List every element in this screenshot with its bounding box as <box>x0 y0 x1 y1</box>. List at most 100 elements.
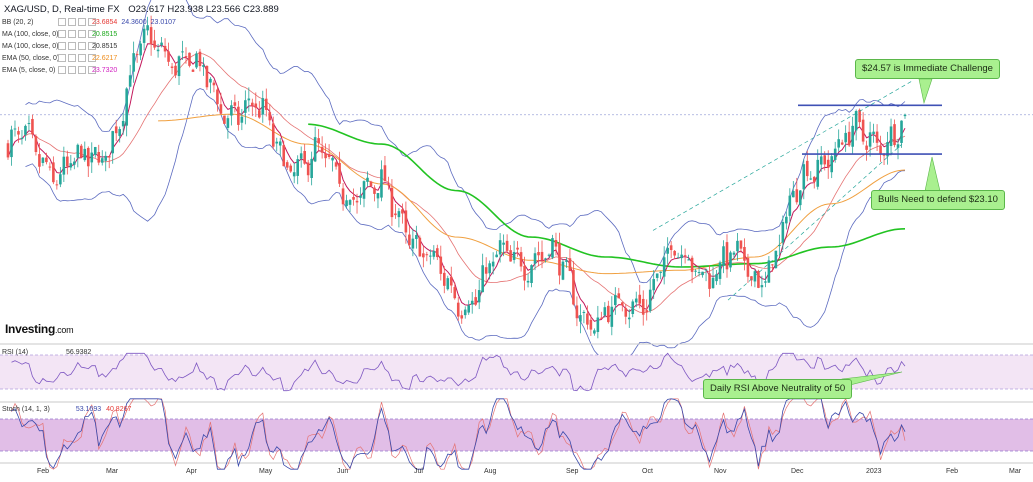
candle-body <box>230 105 233 116</box>
candle-body <box>554 240 558 247</box>
indicator-controls[interactable] <box>58 54 96 64</box>
candle-body <box>460 315 464 319</box>
indicator-controls[interactable] <box>58 30 96 40</box>
trend-channel-upper <box>652 80 913 231</box>
candle-body <box>432 250 436 257</box>
indicator-row[interactable]: MA (100, close, 0) 20.8515 <box>2 42 121 52</box>
candle-body <box>792 190 795 198</box>
candle-body <box>408 234 411 246</box>
candle-body <box>785 216 788 224</box>
indicator-controls[interactable] <box>58 42 96 52</box>
candle-body <box>425 254 429 256</box>
candle-body <box>648 289 652 311</box>
candle-body <box>477 290 481 303</box>
candle-body <box>334 162 338 167</box>
candle-body <box>69 163 73 168</box>
candle-body <box>156 49 160 52</box>
candle-body <box>683 255 687 257</box>
indicator-name: EMA (5, close, 0) <box>2 67 56 74</box>
candle-body <box>488 263 491 274</box>
stoch-legend: Stoch (14, 1, 3) 53.1693 40.8267 <box>2 406 131 413</box>
candle-body <box>128 75 132 87</box>
candle-body <box>348 200 352 205</box>
candle-body <box>760 285 764 288</box>
rsi-legend: RSI (14) 56.9382 <box>2 349 91 356</box>
candle-body <box>701 271 704 276</box>
month-label: 2023 <box>866 468 882 475</box>
candle-body <box>823 155 827 165</box>
candle-body <box>868 132 872 147</box>
candle-body <box>889 126 893 146</box>
indicator-value: 20.8515 <box>92 31 118 38</box>
candle-body <box>320 146 324 153</box>
candle-body <box>118 129 121 136</box>
candle-body <box>139 43 142 56</box>
logo-suffix: .com <box>54 325 74 335</box>
indicator-row[interactable]: BB (20, 2) 23.6854 24.3600 23.0107 <box>2 18 180 28</box>
candle-body <box>544 258 547 260</box>
candle-body <box>251 102 254 106</box>
indicator-row[interactable]: EMA (5, close, 0) 23.7320 <box>2 66 121 76</box>
candle-body <box>45 157 48 163</box>
candle-body <box>359 195 362 198</box>
candle-body <box>715 274 718 282</box>
candle-body <box>436 248 439 258</box>
candle-body <box>111 131 115 154</box>
candle-body <box>743 246 746 261</box>
indicator-value: 23.6854 <box>92 19 118 26</box>
candle-body <box>373 187 376 194</box>
candle-body <box>903 114 907 117</box>
candle-body <box>659 271 662 273</box>
candle-body <box>90 152 94 163</box>
indicator-row[interactable]: MA (100, close, 0) 20.8515 <box>2 30 121 40</box>
candle-body <box>121 120 125 127</box>
candle-body <box>816 159 820 187</box>
month-label: Aug <box>484 468 497 475</box>
candle-body <box>547 254 551 256</box>
candle-body <box>149 27 153 45</box>
candle-body <box>614 295 617 306</box>
candle-body <box>509 250 512 262</box>
candle-body <box>345 200 348 207</box>
candle-body <box>100 158 104 163</box>
candle-body <box>624 308 628 317</box>
candle-body <box>673 250 676 256</box>
callout-support-pointer <box>924 156 941 192</box>
indicator-row[interactable]: EMA (50, close, 0) 22.6217 <box>2 54 121 64</box>
candle-body <box>453 287 457 299</box>
candle-body <box>505 240 509 251</box>
candle-body <box>257 110 261 118</box>
candle-body <box>271 123 275 147</box>
candle-body <box>24 125 27 135</box>
candle-body <box>446 278 450 290</box>
candle-body <box>900 120 903 143</box>
bollinger-middle-line <box>25 52 906 314</box>
candle-body <box>463 309 467 316</box>
candle-body <box>830 156 834 173</box>
candle-body <box>575 305 579 319</box>
month-label: May <box>259 468 273 475</box>
candle-body <box>146 25 149 31</box>
candle-body <box>442 272 446 286</box>
callout-resistance-pointer <box>918 78 933 105</box>
candle-body <box>34 136 38 153</box>
candle-body <box>324 153 327 159</box>
candle-body <box>826 159 830 168</box>
candle-body <box>875 131 879 143</box>
candle-body <box>491 261 495 267</box>
candle-body <box>540 251 544 261</box>
candle-body <box>858 109 861 123</box>
candle-body <box>268 112 272 121</box>
candle-body <box>736 240 739 252</box>
candle-body <box>746 258 750 277</box>
indicator-controls[interactable] <box>58 18 96 28</box>
candle-body <box>634 298 638 303</box>
candle-body <box>181 51 184 53</box>
candle-body <box>306 162 310 176</box>
candle-body <box>474 297 477 305</box>
indicator-value: 23.0107 <box>150 19 176 26</box>
candle-body <box>484 267 488 274</box>
indicator-controls[interactable] <box>58 66 96 76</box>
candle-body <box>177 56 181 77</box>
candle-body <box>764 281 767 283</box>
